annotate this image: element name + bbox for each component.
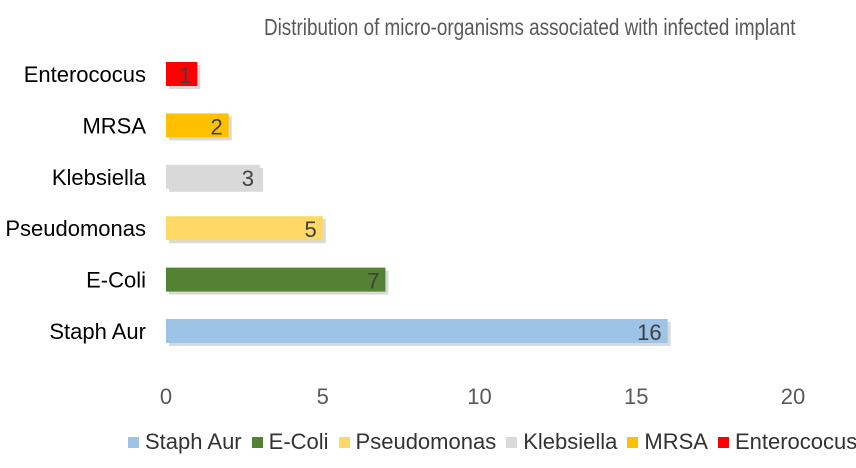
x-tick-label: 20: [781, 384, 805, 409]
legend-label: Klebsiella: [523, 429, 618, 454]
legend-label: MRSA: [644, 429, 708, 454]
legend-item: Staph Aur: [128, 429, 242, 455]
legend-item: Klebsiella: [506, 429, 617, 455]
legend-item: E-Coli: [251, 429, 329, 455]
category-label: E-Coli: [86, 268, 146, 293]
legend-item: MRSA: [627, 429, 708, 455]
bar-e-coli: [166, 267, 386, 292]
bar-pseudomonas: [166, 216, 323, 241]
chart-title: Distribution of micro-organisms associat…: [264, 14, 796, 40]
category-label: Pseudomonas: [5, 216, 146, 241]
x-tick-label: 0: [160, 384, 172, 409]
data-label: 5: [305, 217, 317, 242]
bar-staph-aur: [166, 319, 668, 343]
category-label: Enterococus: [24, 62, 146, 87]
x-tick-label: 10: [467, 384, 491, 409]
legend-swatch: [128, 436, 139, 448]
legend-item: Enterococus: [717, 429, 856, 455]
legend-label: Staph Aur: [145, 429, 242, 454]
legend-swatch: [627, 436, 639, 448]
data-label: 16: [637, 320, 661, 345]
bar-mrsa: [166, 113, 229, 138]
bar-enterococus: [166, 62, 198, 86]
legend-label: Enterococus: [734, 429, 856, 454]
data-label: 2: [210, 114, 222, 139]
legend-label: Pseudomonas: [355, 429, 497, 454]
category-label: Staph Aur: [49, 319, 146, 344]
legend-swatch: [506, 436, 518, 448]
category-label: Klebsiella: [52, 165, 147, 190]
data-label: 1: [179, 63, 191, 88]
legend-swatch: [251, 436, 263, 448]
legend-label: E-Coli: [268, 429, 329, 454]
category-label: MRSA: [82, 113, 146, 138]
bar-klebsiella: [166, 164, 261, 189]
data-label: 7: [367, 269, 379, 294]
x-tick-label: 5: [317, 384, 329, 409]
legend-swatch: [717, 436, 729, 448]
data-label: 3: [242, 166, 254, 191]
x-tick-label: 15: [624, 384, 648, 409]
legend-item: Pseudomonas: [338, 429, 497, 455]
legend-swatch: [338, 436, 350, 448]
chart-legend: Staph Aur E-Coli Pseudomonas Klebsiella MRSA…: [128, 427, 856, 457]
